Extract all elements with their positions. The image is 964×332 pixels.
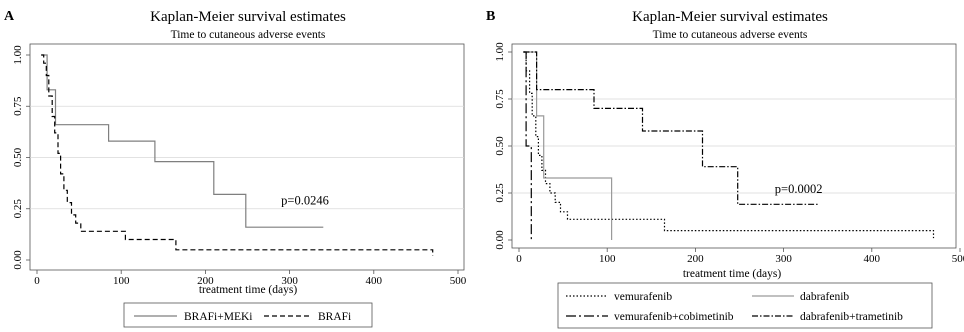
panel-a-xlabel: treatment time (days) [199, 284, 298, 296]
legend-label-vemurafenib-cobimetinib: vemurafenib+cobimetinib [614, 311, 734, 323]
panel-a-xtick-label: 400 [366, 275, 383, 287]
panel-b-series-dabrafenib-trametinib [523, 51, 819, 205]
legend-label-dabrafenib-trametinib: dabrafenib+trametinib [800, 311, 903, 323]
panel-b-plot: 0.00 0.25 0.50 0.75 1.00 0 100 200 300 400 500 [494, 42, 964, 265]
panel-b-xtick-label: 100 [599, 253, 616, 265]
panel-a-xtick-label: 200 [197, 275, 214, 287]
panel-b-xtick-label: 500 [952, 253, 964, 265]
panel-b-xtick-label: 200 [687, 253, 704, 265]
panel-b-title: Kaplan-Meier survival estimates [632, 9, 828, 25]
panel-b-xtick-label: 0 [516, 253, 522, 265]
panel-a-ytick-label: 0.50 [12, 147, 24, 167]
panel-b-ytick-label: 0.25 [494, 183, 506, 203]
panel-b-legend [557, 282, 933, 329]
panel-a-xtick-label: 100 [113, 275, 130, 287]
legend-label-brafi: BRAFi [318, 311, 351, 323]
legend-label-brafi-meki: BRAFi+MEKi [184, 311, 252, 323]
panel-a-xtick-label: 0 [34, 275, 40, 287]
panel-b-ytick-label: 0.50 [494, 136, 506, 156]
panel-b-ytick-label: 0.75 [494, 89, 506, 109]
panel-a-subtitle: Time to cutaneous adverse events [171, 29, 326, 41]
panel-a-series-brafi [41, 54, 434, 256]
panel-a-ytick-label: 1.00 [12, 45, 24, 65]
panel-b-series-vemurafenib [523, 51, 935, 239]
panel-b-pvalue: p=0.0002 [775, 182, 823, 196]
panel-a-ytick-label: 0.25 [12, 199, 24, 219]
panel-b-ytick-label: 0.00 [494, 230, 506, 250]
panel-a-plot: 0.00 0.25 0.50 0.75 1.00 0 100 200 300 400 500 [12, 45, 467, 287]
panel-b-xlabel: treatment time (days) [683, 268, 782, 280]
panel-b-subtitle: Time to cutaneous adverse events [653, 29, 808, 41]
panel-a-legend [123, 302, 373, 328]
panel-a-xtick-label: 300 [281, 275, 298, 287]
panel-a-letter: A [4, 9, 15, 24]
legend-label-vemurafenib: vemurafenib [614, 291, 672, 303]
panel-b-xtick-label: 400 [864, 253, 881, 265]
panel-b-letter: B [486, 9, 495, 24]
panel-a-plot-frame [29, 43, 465, 271]
panel-b-ytick-label: 1.00 [494, 42, 506, 62]
panel-a-xtick-label: 500 [450, 275, 467, 287]
panel-b-xtick-label: 300 [775, 253, 792, 265]
panel-a-pvalue: p=0.0246 [281, 194, 329, 208]
panel-a-title: Kaplan-Meier survival estimates [150, 9, 346, 25]
legend-label-dabrafenib: dabrafenib [800, 291, 849, 303]
panel-a-ytick-label: 0.00 [12, 250, 24, 270]
panel-a-ytick-label: 0.75 [12, 96, 24, 116]
